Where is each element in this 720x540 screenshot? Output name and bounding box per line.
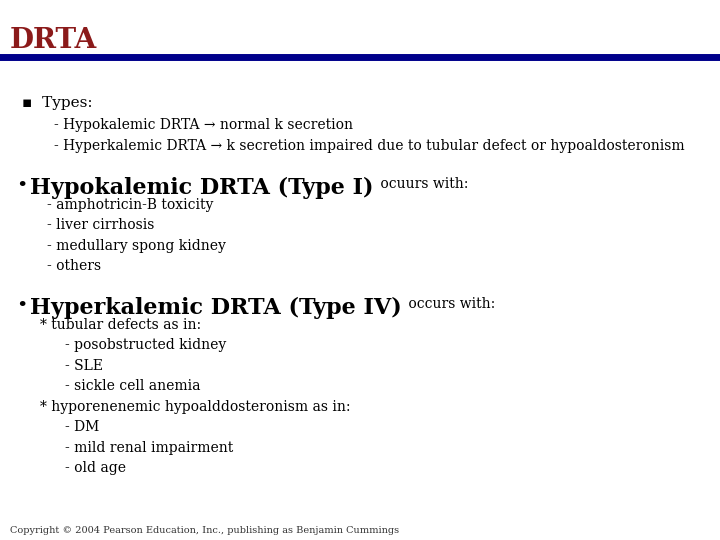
Text: * tubular defects as in:: * tubular defects as in: xyxy=(40,318,201,332)
Text: - Hyperkalemic DRTA → k secretion impaired due to tubular defect or hypoaldoster: - Hyperkalemic DRTA → k secretion impair… xyxy=(54,139,685,153)
Text: - Hypokalemic DRTA → normal k secretion: - Hypokalemic DRTA → normal k secretion xyxy=(54,118,353,132)
Text: - sickle cell anemia: - sickle cell anemia xyxy=(65,379,200,393)
Text: - SLE: - SLE xyxy=(65,359,103,373)
Text: ▪  Types:: ▪ Types: xyxy=(22,96,92,110)
Text: - liver cirrhosis: - liver cirrhosis xyxy=(47,218,154,232)
Text: DRTA: DRTA xyxy=(10,27,97,54)
Text: - amphotricin-B toxicity: - amphotricin-B toxicity xyxy=(47,198,213,212)
Text: •: • xyxy=(16,177,27,195)
Text: * hyporenenemic hypoalddosteronism as in:: * hyporenenemic hypoalddosteronism as in… xyxy=(40,400,350,414)
Text: occurs with:: occurs with: xyxy=(404,297,495,311)
Text: - mild renal impairment: - mild renal impairment xyxy=(65,441,233,455)
Text: ocuurs with:: ocuurs with: xyxy=(376,177,468,191)
Text: Copyright © 2004 Pearson Education, Inc., publishing as Benjamin Cummings: Copyright © 2004 Pearson Education, Inc.… xyxy=(10,525,399,535)
Text: - posobstructed kidney: - posobstructed kidney xyxy=(65,338,226,352)
Text: - medullary spong kidney: - medullary spong kidney xyxy=(47,239,225,253)
Text: •: • xyxy=(16,297,27,315)
Text: - DM: - DM xyxy=(65,420,99,434)
Text: Hypokalemic DRTA (Type I): Hypokalemic DRTA (Type I) xyxy=(30,177,374,199)
Text: - old age: - old age xyxy=(65,461,126,475)
Text: - others: - others xyxy=(47,259,101,273)
Text: Hyperkalemic DRTA (Type IV): Hyperkalemic DRTA (Type IV) xyxy=(30,297,402,319)
